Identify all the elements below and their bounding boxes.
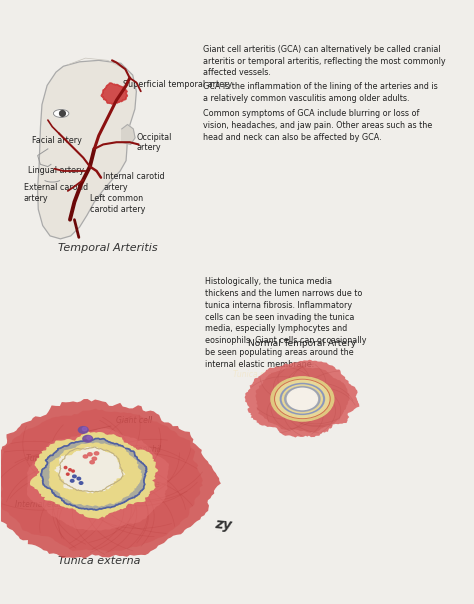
Text: GCA is the inflammation of the lining of the arteries and is
a relatively common: GCA is the inflammation of the lining of… — [203, 83, 438, 103]
Polygon shape — [0, 409, 203, 552]
Polygon shape — [0, 399, 221, 559]
Polygon shape — [27, 428, 169, 530]
Ellipse shape — [276, 381, 329, 417]
Ellipse shape — [60, 111, 65, 117]
Ellipse shape — [79, 482, 83, 484]
Text: Endothelium: Endothelium — [277, 392, 332, 401]
Polygon shape — [101, 83, 128, 104]
Ellipse shape — [287, 388, 318, 410]
Polygon shape — [245, 360, 359, 437]
Text: Histologically, the tunica media
thickens and the lumen narrows due to
tunica in: Histologically, the tunica media thicken… — [205, 277, 366, 369]
Polygon shape — [255, 365, 350, 433]
Text: Giant cell arteritis (GCA) can alternatively be called cranial
arteritis or temp: Giant cell arteritis (GCA) can alternati… — [203, 45, 446, 77]
Text: Common symptoms of GCA include blurring or loss of
vision, headaches, and jaw pa: Common symptoms of GCA include blurring … — [203, 109, 432, 141]
Ellipse shape — [88, 453, 92, 456]
Ellipse shape — [275, 379, 330, 419]
Ellipse shape — [71, 480, 74, 482]
Ellipse shape — [94, 452, 99, 455]
Text: External carotid
artery: External carotid artery — [24, 184, 88, 203]
Ellipse shape — [69, 469, 71, 471]
Text: Eosinophil: Eosinophil — [95, 445, 162, 458]
Ellipse shape — [285, 387, 320, 411]
Polygon shape — [30, 432, 158, 519]
Text: Lingual artery: Lingual artery — [28, 167, 84, 176]
Ellipse shape — [83, 435, 92, 442]
Text: Tunica interna: Tunica interna — [26, 454, 80, 463]
Text: Giant cell: Giant cell — [86, 416, 153, 431]
Text: Facial artery: Facial artery — [32, 135, 82, 144]
Ellipse shape — [82, 427, 87, 431]
Ellipse shape — [90, 461, 94, 464]
Ellipse shape — [77, 477, 81, 480]
Text: Normal Temporal Artery: Normal Temporal Artery — [248, 339, 356, 348]
Polygon shape — [37, 60, 137, 239]
Ellipse shape — [83, 455, 88, 458]
Ellipse shape — [283, 385, 322, 413]
Text: Left common
carotid artery: Left common carotid artery — [90, 194, 146, 214]
Text: zy: zy — [214, 517, 232, 533]
Polygon shape — [55, 446, 125, 493]
Text: Temporal Arteritis: Temporal Arteritis — [58, 243, 157, 254]
Ellipse shape — [271, 377, 334, 421]
Text: Superficial temporal artery: Superficial temporal artery — [123, 80, 232, 89]
Text: Internal carotid
artery: Internal carotid artery — [103, 172, 165, 191]
Text: Tunica externa: Tunica externa — [57, 556, 140, 567]
Ellipse shape — [87, 436, 91, 440]
Ellipse shape — [72, 470, 74, 472]
Text: Narrowing of lumen: Narrowing of lumen — [50, 465, 126, 474]
Ellipse shape — [78, 426, 88, 433]
Ellipse shape — [92, 457, 97, 460]
Ellipse shape — [280, 384, 325, 414]
Text: Internal elastic membrane: Internal elastic membrane — [15, 490, 116, 509]
Text: Occipital
artery: Occipital artery — [137, 132, 172, 152]
Ellipse shape — [64, 466, 67, 469]
Ellipse shape — [54, 109, 69, 117]
Polygon shape — [48, 442, 142, 507]
Polygon shape — [122, 124, 135, 144]
Ellipse shape — [66, 473, 69, 475]
Text: Tunica media: Tunica media — [233, 370, 283, 379]
Polygon shape — [41, 439, 147, 510]
Text: Lymphocyte: Lymphocyte — [79, 479, 161, 489]
Ellipse shape — [73, 475, 76, 478]
